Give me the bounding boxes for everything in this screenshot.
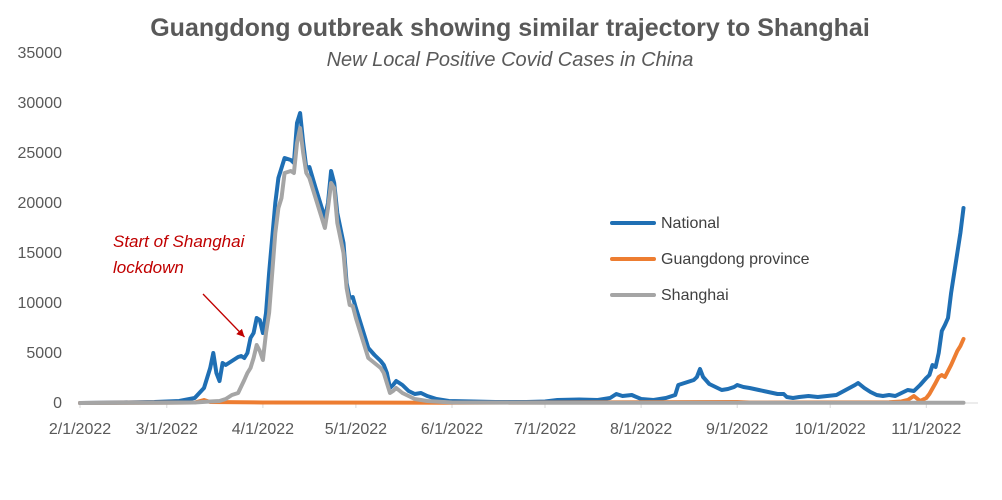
x-tick-label: 3/1/2022: [136, 421, 198, 438]
y-tick-label: 25000: [18, 145, 63, 162]
series-line-national: [78, 111, 966, 405]
x-tick-label: 10/1/2022: [795, 421, 866, 438]
y-tick-label: 15000: [18, 245, 63, 262]
x-tick-label: 6/1/2022: [421, 421, 483, 438]
y-tick-label: 20000: [18, 195, 63, 212]
legend-label: Guangdong province: [661, 251, 810, 268]
annotation-text-line-1: Start of Shanghai: [113, 232, 246, 251]
y-tick-label: 5000: [26, 345, 62, 362]
x-tick-label: 11/1/2022: [891, 421, 961, 438]
y-tick-label: 35000: [18, 45, 63, 62]
x-tick-label: 9/1/2022: [706, 421, 768, 438]
annotation-arrow: [202, 293, 245, 338]
series-line-shanghai: [78, 126, 966, 405]
chart-subtitle: New Local Positive Covid Cases in China: [326, 49, 694, 71]
annotation: Start of Shanghai lockdown: [113, 232, 246, 338]
x-tick-label: 8/1/2022: [610, 421, 672, 438]
y-axis-ticks: 0 5000 10000 15000 20000 25000 30000 35000: [18, 45, 63, 412]
x-axis-ticks: 2/1/2022 3/1/2022 4/1/2022 5/1/2022 6/1/2022…: [49, 403, 961, 438]
x-tick-label: 2/1/2022: [49, 421, 111, 438]
x-tick-label: 5/1/2022: [325, 421, 387, 438]
chart-title: Guangdong outbreak showing similar traje…: [150, 14, 870, 42]
annotation-text-line-2: lockdown: [113, 258, 184, 277]
series-lines: [78, 111, 966, 405]
y-tick-label: 10000: [18, 295, 63, 312]
series-line-guangdong-province: [78, 337, 966, 405]
x-tick-label: 4/1/2022: [232, 421, 294, 438]
legend: National Guangdong province Shanghai: [610, 215, 810, 304]
legend-label: Shanghai: [661, 287, 729, 304]
x-tick-label: 7/1/2022: [514, 421, 576, 438]
legend-label: National: [661, 215, 720, 232]
y-tick-label: 0: [53, 395, 62, 412]
y-tick-label: 30000: [18, 95, 63, 112]
